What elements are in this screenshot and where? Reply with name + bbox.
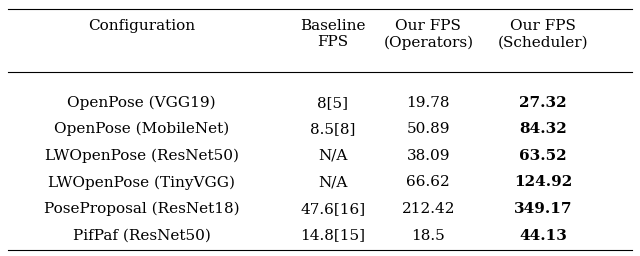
Text: 44.13: 44.13 [519, 229, 567, 243]
Text: N/A: N/A [318, 149, 348, 163]
Text: 50.89: 50.89 [406, 122, 450, 136]
Text: 349.17: 349.17 [514, 202, 572, 216]
Text: 212.42: 212.42 [401, 202, 455, 216]
Text: Configuration: Configuration [88, 19, 195, 33]
Text: LWOpenPose (ResNet50): LWOpenPose (ResNet50) [45, 149, 239, 163]
Text: 27.32: 27.32 [519, 96, 567, 110]
Text: 8[5]: 8[5] [317, 96, 348, 110]
Text: 66.62: 66.62 [406, 175, 450, 189]
Text: Baseline
FPS: Baseline FPS [300, 19, 365, 49]
Text: PoseProposal (ResNet18): PoseProposal (ResNet18) [44, 202, 239, 216]
Text: 8.5[8]: 8.5[8] [310, 122, 355, 136]
Text: OpenPose (MobileNet): OpenPose (MobileNet) [54, 122, 229, 136]
Text: 19.78: 19.78 [406, 96, 450, 110]
Text: LWOpenPose (TinyVGG): LWOpenPose (TinyVGG) [48, 175, 235, 190]
Text: OpenPose (VGG19): OpenPose (VGG19) [67, 95, 216, 110]
Text: 18.5: 18.5 [412, 229, 445, 243]
Text: 14.8[15]: 14.8[15] [300, 229, 365, 243]
Text: Our FPS
(Operators): Our FPS (Operators) [383, 19, 474, 50]
Text: 38.09: 38.09 [406, 149, 450, 163]
Text: 124.92: 124.92 [514, 175, 572, 189]
Text: 63.52: 63.52 [519, 149, 567, 163]
Text: PifPaf (ResNet50): PifPaf (ResNet50) [73, 229, 211, 243]
Text: 47.6[16]: 47.6[16] [300, 202, 365, 216]
Text: Our FPS
(Scheduler): Our FPS (Scheduler) [498, 19, 588, 49]
Text: 84.32: 84.32 [519, 122, 567, 136]
Text: N/A: N/A [318, 175, 348, 189]
